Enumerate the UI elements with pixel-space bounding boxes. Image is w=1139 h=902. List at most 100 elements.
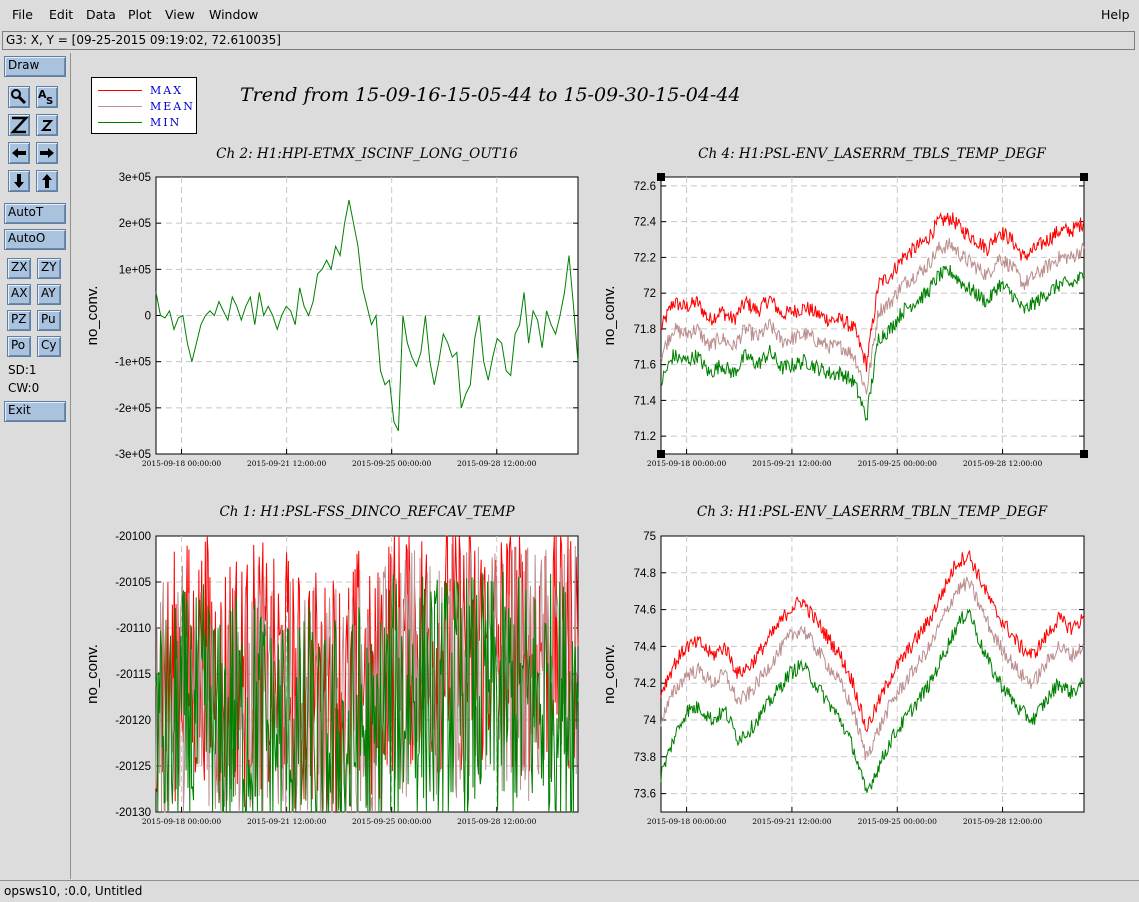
series-line-min <box>660 265 1085 422</box>
y-tick-label: 74.4 <box>634 641 657 653</box>
y-tick-label: -2e+05 <box>115 403 151 415</box>
selection-handle <box>1080 173 1088 181</box>
y-tick-label: -3e+05 <box>115 449 151 461</box>
menu-edit[interactable]: Edit <box>49 7 74 22</box>
x-tick-label: 2015-09-28 12:00:00 <box>963 459 1043 468</box>
y-tick-label: 73.8 <box>634 752 656 764</box>
y-tick-label: -20130 <box>115 807 151 819</box>
selection-handle <box>657 173 665 181</box>
y-tick-label: 71.4 <box>634 395 657 407</box>
series-line-max <box>660 550 1085 733</box>
pz-button[interactable]: PZ <box>7 310 31 331</box>
series-line-min <box>155 571 579 813</box>
series-line-mean <box>660 238 1085 395</box>
y-tick-label: 71.2 <box>634 431 656 443</box>
status-bar: opsws10, :0.0, Untitled <box>0 880 1139 902</box>
draw-button[interactable]: Draw <box>4 56 66 77</box>
x-tick-label: 2015-09-18 00:00:00 <box>647 817 727 826</box>
y-tick-label: 74 <box>643 715 656 727</box>
y-axis-label: no_conv. <box>84 286 101 346</box>
series-line-trace <box>155 200 579 432</box>
legend-min-label: MIN <box>150 116 182 129</box>
menu-plot[interactable]: Plot <box>128 7 152 22</box>
series-line-max <box>660 211 1085 372</box>
legend-mean-swatch <box>98 106 142 107</box>
y-tick-label: -20100 <box>115 531 151 543</box>
y-tick-label: 72 <box>643 288 656 300</box>
y-tick-label: 1e+05 <box>119 264 151 276</box>
y-tick-label: -20105 <box>115 577 151 589</box>
menu-view[interactable]: View <box>165 7 195 22</box>
autoo-button[interactable]: AutoO <box>4 229 66 250</box>
cw-label: CW:0 <box>8 381 40 395</box>
menu-bar: File Edit Data Plot View Window Help <box>0 0 1139 30</box>
x-tick-label: 2015-09-25 00:00:00 <box>352 459 432 468</box>
series-line-mean <box>155 544 579 813</box>
y-tick-label: 74.2 <box>634 678 656 690</box>
x-tick-label: 2015-09-28 12:00:00 <box>457 459 537 468</box>
y-tick-label: 72.2 <box>634 252 656 264</box>
pu-button[interactable]: Pu <box>37 310 61 331</box>
menu-window[interactable]: Window <box>209 7 259 22</box>
chart-title: Ch 1: H1:PSL-FSS_DINCO_REFCAV_TEMP <box>219 504 515 520</box>
x-tick-label: 2015-09-18 00:00:00 <box>142 459 222 468</box>
sd-label: SD:1 <box>8 363 37 377</box>
autot-button[interactable]: AutoT <box>4 203 66 224</box>
zoom-small-icon[interactable] <box>36 114 58 136</box>
coordinate-readout: G3: X, Y = [09-25-2015 09:19:02, 72.6100… <box>2 31 1135 50</box>
legend-min-swatch <box>98 122 142 123</box>
x-tick-label: 2015-09-21 12:00:00 <box>247 459 327 468</box>
selection-handle <box>657 450 665 458</box>
x-tick-label: 2015-09-18 00:00:00 <box>142 817 222 826</box>
x-tick-label: 2015-09-25 00:00:00 <box>858 459 938 468</box>
y-tick-label: 0 <box>145 311 151 323</box>
y-tick-label: 71.6 <box>634 360 656 372</box>
series-line-min <box>660 608 1085 793</box>
y-tick-label: 75 <box>643 531 656 543</box>
y-axis-label: no_conv. <box>601 286 618 346</box>
legend-max-swatch <box>98 90 142 91</box>
legend: MAX MEAN MIN <box>91 77 197 134</box>
arrow-up-icon[interactable] <box>36 170 58 192</box>
menu-data[interactable]: Data <box>86 7 116 22</box>
chart-title: Ch 2: H1:HPI-ETMX_ISCINF_LONG_OUT16 <box>216 146 518 162</box>
y-tick-label: -20125 <box>115 761 151 773</box>
trend-title: Trend from 15-09-16-15-05-44 to 15-09-30… <box>240 84 741 106</box>
y-tick-label: -20115 <box>116 669 151 681</box>
series-line-mean <box>660 576 1085 761</box>
chart-title: Ch 4: H1:PSL-ENV_LASERRM_TBLS_TEMP_DEGF <box>698 146 1046 162</box>
exit-button[interactable]: Exit <box>4 401 66 422</box>
zoom-big-icon[interactable] <box>8 114 30 136</box>
x-tick-label: 2015-09-21 12:00:00 <box>752 459 832 468</box>
y-tick-label: -1e+05 <box>115 357 151 369</box>
x-tick-label: 2015-09-28 12:00:00 <box>457 817 537 826</box>
y-tick-label: 72.6 <box>634 181 656 193</box>
po-button[interactable]: Po <box>7 336 31 357</box>
menu-help[interactable]: Help <box>1101 7 1130 22</box>
chart-title: Ch 3: H1:PSL-ENV_LASERRM_TBLN_TEMP_DEGF <box>697 504 1048 520</box>
x-tick-label: 2015-09-21 12:00:00 <box>247 817 327 826</box>
y-tick-label: 73.6 <box>634 789 656 801</box>
zy-button[interactable]: ZY <box>37 258 61 279</box>
y-tick-label: 74.8 <box>634 568 656 580</box>
plot-frame-2 <box>660 176 1085 455</box>
y-tick-label: -20120 <box>115 715 151 727</box>
y-tick-label: 3e+05 <box>119 172 151 184</box>
x-tick-label: 2015-09-18 00:00:00 <box>647 459 727 468</box>
ay-button[interactable]: AY <box>37 284 61 305</box>
y-tick-label: 74.6 <box>634 605 656 617</box>
cy-button[interactable]: Cy <box>37 336 61 357</box>
arrow-right-icon[interactable] <box>36 142 58 164</box>
magnify-icon[interactable] <box>8 86 30 108</box>
y-tick-label: 71.8 <box>634 324 656 336</box>
arrow-down-icon[interactable] <box>8 170 30 192</box>
arrow-left-icon[interactable] <box>8 142 30 164</box>
y-tick-label: 2e+05 <box>119 218 151 230</box>
ax-button[interactable]: AX <box>7 284 31 305</box>
zx-button[interactable]: ZX <box>7 258 31 279</box>
menu-file[interactable]: File <box>12 7 33 22</box>
y-tick-label: 72.4 <box>634 217 657 229</box>
